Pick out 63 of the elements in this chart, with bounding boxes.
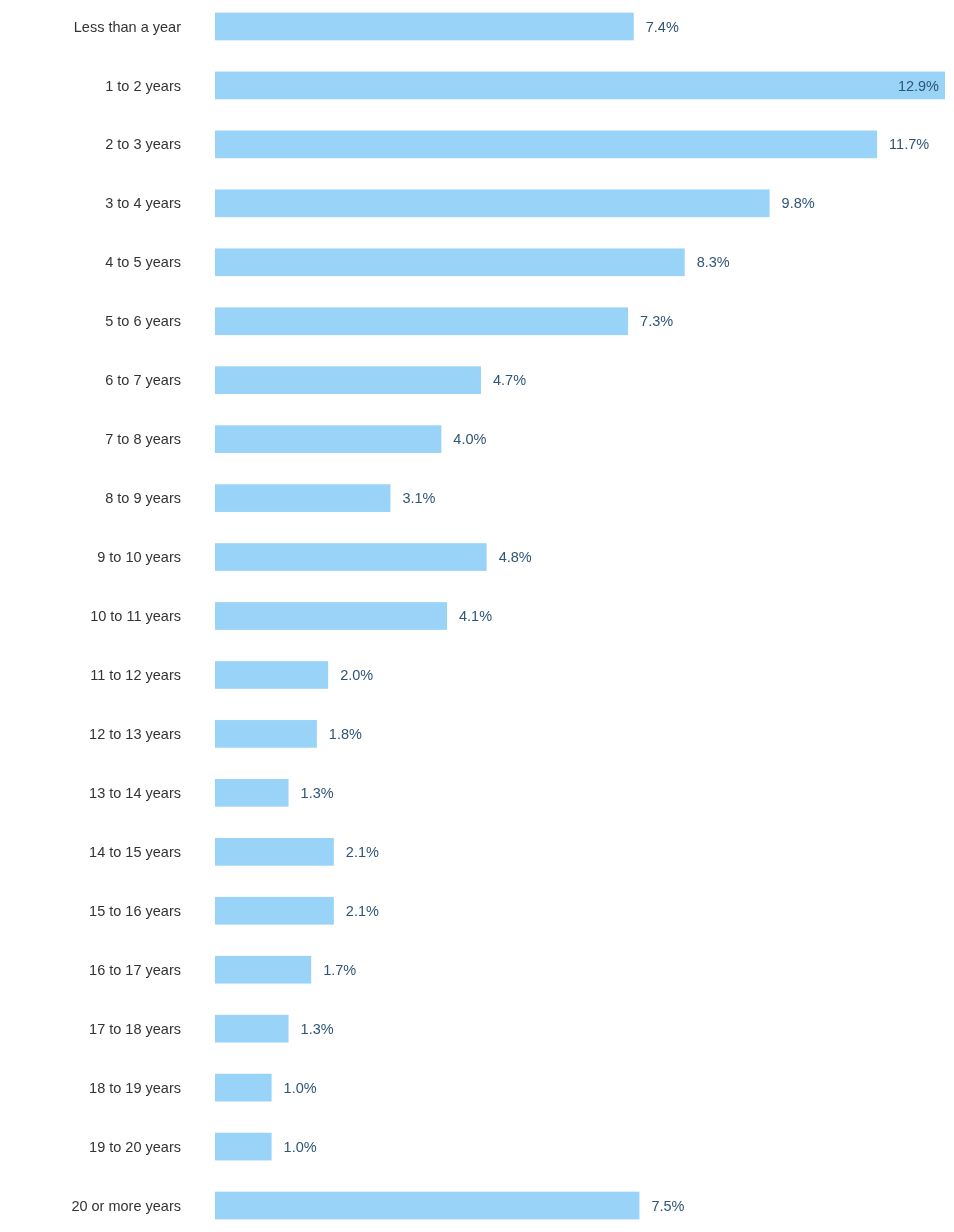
bar: [215, 1014, 289, 1043]
y-tick-label: 14 to 15 years: [89, 843, 181, 860]
bar: [215, 12, 634, 41]
bar: [215, 248, 685, 277]
bar: [215, 543, 487, 571]
data-label: 2.1%: [345, 843, 379, 860]
y-tick-label: 10 to 11 years: [90, 608, 181, 625]
data-label: 1.0%: [283, 1138, 317, 1155]
y-tick-label: 15 to 16 years: [89, 902, 181, 919]
data-label: 2.0%: [340, 667, 374, 684]
data-label: 4.0%: [453, 431, 487, 448]
data-label: 8.3%: [696, 254, 730, 271]
bar: [215, 71, 945, 100]
bar: [215, 837, 334, 866]
data-label: 4.1%: [459, 608, 493, 625]
data-label: 3.1%: [402, 490, 436, 507]
y-tick-label: 6 to 7 years: [105, 372, 181, 389]
bar: [215, 955, 312, 984]
y-tick-label: 1 to 2 years: [105, 77, 181, 94]
data-label: 2.1%: [345, 902, 379, 919]
y-tick-label: 18 to 19 years: [89, 1079, 181, 1096]
bar: [215, 779, 289, 807]
bar: [215, 1132, 272, 1161]
y-tick-label: 7 to 8 years: [105, 431, 181, 448]
y-tick-label: 8 to 9 years: [105, 490, 181, 507]
bar: [215, 661, 329, 689]
y-tick-label: 3 to 4 years: [105, 195, 181, 212]
y-tick-label: 19 to 20 years: [89, 1138, 181, 1155]
data-label: 9.8%: [781, 195, 815, 212]
data-label: 1.0%: [283, 1079, 317, 1096]
data-label: 1.8%: [328, 725, 363, 742]
data-label: 1.3%: [300, 1020, 334, 1037]
data-label: 4.7%: [492, 372, 527, 389]
data-label: 7.4%: [645, 18, 679, 35]
y-tick-label: 11 to 12 years: [90, 667, 181, 684]
y-tick-label: 9 to 10 years: [97, 549, 181, 566]
y-tick-label: 4 to 5 years: [105, 254, 181, 271]
bar: [215, 1191, 640, 1220]
data-label: 1.3%: [300, 784, 334, 801]
y-tick-label: 17 to 18 years: [89, 1020, 181, 1037]
y-tick-label: 12 to 13 years: [89, 725, 181, 742]
y-tick-label: 13 to 14 years: [89, 784, 181, 801]
bar: [215, 366, 481, 395]
data-label: 4.8%: [498, 549, 532, 566]
bar: [215, 130, 878, 159]
y-tick-label: 20 or more years: [71, 1197, 181, 1214]
data-label: 7.5%: [651, 1197, 685, 1214]
data-label: 12.9%: [897, 77, 940, 94]
y-tick-label: 5 to 6 years: [105, 313, 181, 330]
data-label: 11.7%: [889, 136, 930, 153]
bar: [215, 602, 448, 630]
bar: [215, 484, 391, 512]
data-label: 7.3%: [640, 313, 674, 330]
bar: [215, 1073, 272, 1102]
bar: [215, 720, 317, 748]
bar: [215, 307, 629, 336]
bar: [215, 425, 442, 453]
y-tick-label: 16 to 17 years: [89, 961, 181, 978]
y-tick-label: 2 to 3 years: [105, 136, 181, 153]
y-tick-label: Less than a year: [73, 18, 182, 35]
bar: [215, 896, 334, 925]
bar: [215, 189, 770, 218]
data-label: 1.7%: [323, 961, 357, 978]
